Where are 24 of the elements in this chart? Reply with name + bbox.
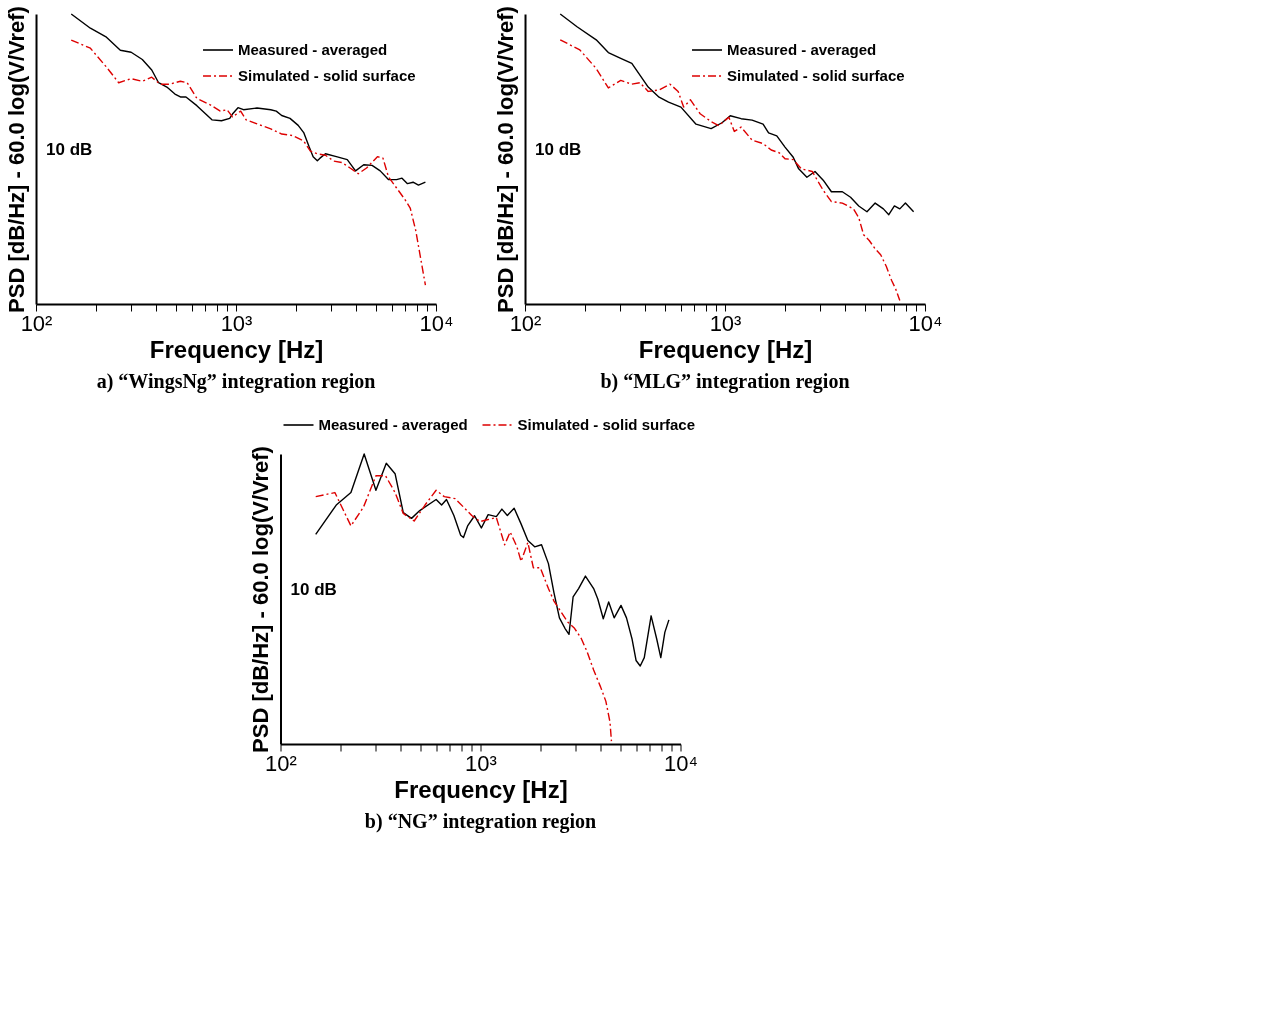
x-axis-title: Frequency [Hz] — [638, 335, 813, 363]
x-tick-label: 10⁴ — [419, 310, 454, 336]
text: b) “NG” integration region — [364, 810, 597, 833]
legend-label: Measured - averaged — [727, 41, 877, 58]
text: a) “WingsNg” integration region — [96, 370, 376, 393]
x-axis-title: Frequency [Hz] — [149, 335, 324, 363]
annotation: 10 dB — [46, 140, 93, 160]
annotation: 10 dB — [290, 580, 337, 600]
y-axis-title: PSD [dB/Hz] - 60.0 log(V/Vref) — [248, 446, 273, 753]
legend-label: Simulated - solid surface — [238, 67, 416, 84]
x-tick-label: 10³ — [709, 310, 742, 336]
legend-label: Measured - averaged — [238, 41, 388, 58]
legend-label: Measured - averaged — [318, 416, 468, 433]
text: b) “MLG” integration region — [600, 370, 850, 393]
x-tick-label: 10⁴ — [908, 310, 943, 336]
y-axis-title: PSD [dB/Hz] - 60.0 log(V/Vref) — [492, 6, 518, 313]
x-axis-title: Frequency [Hz] — [394, 775, 568, 803]
x-tick-label: 10³ — [220, 310, 253, 336]
legend-label: Simulated - solid surface — [727, 67, 905, 84]
legend-label: Simulated - solid surface — [517, 416, 696, 433]
x-tick-label: 10⁴ — [664, 750, 698, 776]
x-tick-label: 10³ — [465, 750, 497, 776]
annotation: 10 dB — [535, 140, 582, 160]
y-axis-title: PSD [dB/Hz] - 60.0 log(V/Vref) — [3, 6, 29, 313]
